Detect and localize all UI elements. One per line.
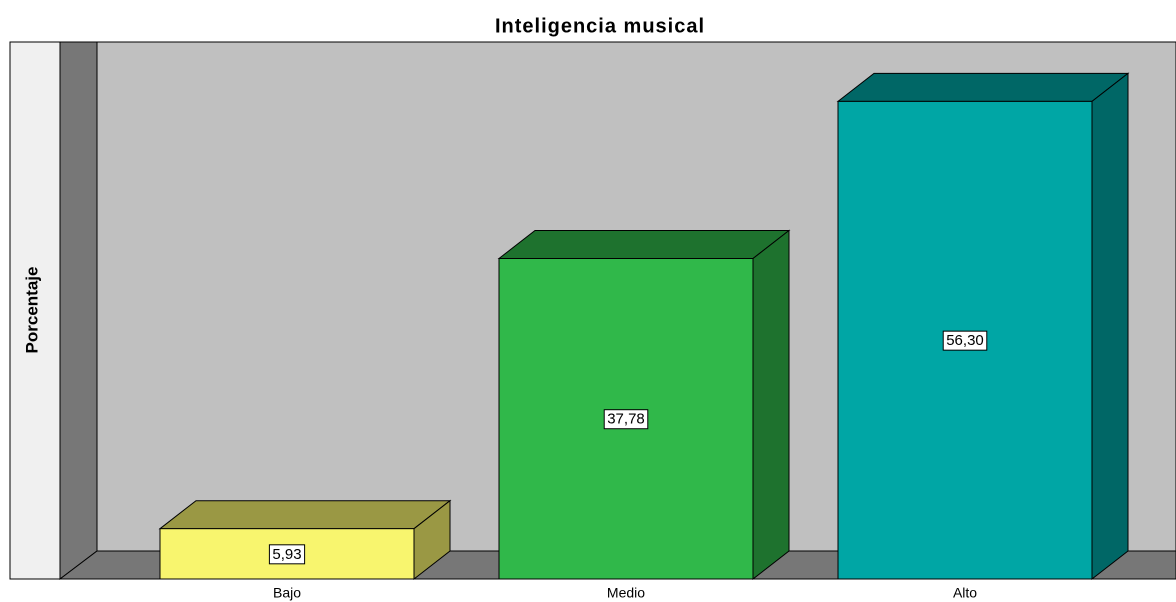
bar — [158, 499, 452, 581]
bar-side — [1091, 72, 1129, 581]
x-tick-label: Alto — [953, 585, 977, 601]
bar-top — [158, 500, 452, 530]
value-label-box — [942, 330, 988, 351]
bar-top — [497, 229, 791, 259]
chart-title: Inteligencia musical — [495, 15, 705, 37]
value-label-box — [268, 544, 306, 565]
x-tick-label: Bajo — [273, 585, 301, 601]
bar — [836, 72, 1130, 581]
side-wall — [59, 41, 98, 581]
bar-top — [836, 72, 1130, 102]
bar — [497, 229, 791, 581]
value-label: 37,78 — [607, 411, 645, 428]
value-label: 5,93 — [272, 546, 301, 563]
bar-side — [752, 229, 790, 581]
value-label-box — [603, 409, 649, 430]
x-tick-label: Medio — [607, 585, 645, 601]
y-axis-label: Porcentaje — [22, 267, 41, 354]
value-label: 56,30 — [946, 332, 984, 349]
